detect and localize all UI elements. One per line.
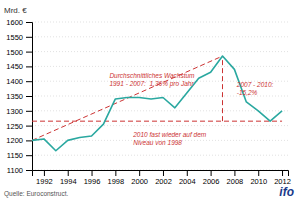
y-tick-mark [26, 22, 32, 23]
x-tick: 2002 [155, 170, 172, 186]
x-tick-label: 1998 [108, 177, 125, 186]
y-tick-mark [26, 66, 32, 67]
grid-line [32, 51, 288, 52]
x-tick-label: 2010 [250, 177, 267, 186]
y-tick-label: 1600 [6, 18, 23, 27]
x-tick-label: 2004 [179, 177, 196, 186]
x-tick-mark [44, 170, 45, 176]
grid-line [32, 66, 288, 67]
annotation: 2007 - 2010:-15,2% [236, 81, 274, 95]
x-tick-mark [68, 170, 69, 176]
annotations: Durchschnittliches Wachstum1991 - 2007: … [4, 72, 294, 199]
x-tick-mark [258, 170, 259, 176]
y-tick-mark [26, 155, 32, 156]
y-tick-mark [26, 96, 32, 97]
annotation: 2010 fast wieder auf demNiveau von 1998 [132, 131, 207, 145]
x-tick: 2006 [203, 170, 220, 186]
x-tick-mark [115, 170, 116, 176]
logo-text: ifo [279, 185, 294, 199]
x-tick: 2010 [250, 170, 267, 186]
grid-line [32, 125, 288, 126]
x-tick-label: 2000 [131, 177, 148, 186]
plot-area [32, 56, 282, 151]
x-tick-mark [211, 170, 212, 176]
y-tick: 1450 [6, 62, 32, 71]
x-tick-mark [139, 170, 140, 176]
y-axis-title: Mrd. € [4, 6, 27, 15]
grid-line [32, 96, 288, 97]
y-tick-label: 1500 [6, 48, 23, 57]
y-tick-label: 1400 [6, 77, 23, 86]
grid [32, 22, 288, 170]
chart: 1992 1994 1996 1998 2000 2002 2004 2006 2008 2010… [0, 0, 300, 200]
y-tick: 1200 [6, 136, 32, 145]
x-tick-mark [234, 170, 235, 176]
source-note: Quelle: Euroconstruct. [4, 190, 69, 198]
y-tick: 1300 [6, 107, 32, 116]
y-tick-label: 1350 [6, 92, 23, 101]
y-tick: 1150 [7, 151, 32, 160]
x-tick-label: 2002 [155, 177, 172, 186]
x-tick: 2008 [227, 170, 244, 186]
x-tick-mark [282, 170, 283, 176]
y-tick-label: 1250 [6, 122, 23, 131]
y-tick: 1400 [6, 77, 32, 86]
y-tick: 1250 [6, 122, 32, 131]
grid-line [32, 22, 288, 23]
y-axis-line [26, 23, 33, 171]
x-tick: 1994 [60, 170, 77, 186]
y-axis: 1100 1150 1200 1250 1300 1350 1400 1450 1500 1550… [6, 18, 32, 175]
y-tick-label: 1450 [6, 62, 23, 71]
y-tick: 1550 [6, 33, 32, 42]
x-tick-label: 1992 [36, 177, 53, 186]
grid-line [32, 36, 288, 37]
y-tick-label: 1150 [7, 151, 23, 160]
x-tick: 2004 [179, 170, 196, 186]
x-tick-label: 1996 [84, 177, 101, 186]
reference-line [32, 121, 282, 122]
y-tick: 1500 [6, 48, 32, 57]
x-tick: 2012 [274, 170, 291, 186]
y-tick-mark [26, 111, 32, 112]
annotation: Durchschnittliches Wachstum1991 - 2007: … [109, 72, 195, 87]
x-tick-mark [92, 170, 93, 176]
x-tick: 1992 [36, 170, 53, 186]
data-line [32, 56, 282, 151]
y-tick-mark [26, 81, 32, 82]
y-tick-label: 1300 [6, 107, 23, 116]
grid-line [32, 155, 288, 156]
grid-line [32, 110, 288, 111]
x-tick-label: 1994 [60, 177, 77, 186]
x-tick-label: 2008 [227, 177, 244, 186]
x-tick-mark [187, 170, 188, 176]
y-tick-mark [26, 126, 32, 127]
y-tick: 1600 [6, 18, 32, 27]
x-axis: 1992 1994 1996 1998 2000 2002 2004 2006 2008 2010… [33, 170, 291, 186]
y-tick-label: 1550 [6, 33, 23, 42]
y-tick-mark [26, 37, 32, 38]
y-tick-mark [26, 140, 32, 141]
y-tick: 1100 [7, 166, 32, 175]
y-tick: 1350 [6, 92, 32, 101]
reference-line [222, 56, 223, 121]
x-tick: 1996 [84, 170, 101, 186]
x-tick: 1998 [108, 170, 125, 186]
x-tick-label: 2006 [203, 177, 220, 186]
y-tick-mark [26, 170, 32, 171]
y-tick-label: 1100 [7, 166, 23, 175]
x-tick: 2000 [131, 170, 148, 186]
x-tick-mark [163, 170, 164, 176]
y-tick-label: 1200 [6, 136, 23, 145]
y-tick-mark [26, 52, 32, 53]
x-axis-line [33, 171, 289, 177]
